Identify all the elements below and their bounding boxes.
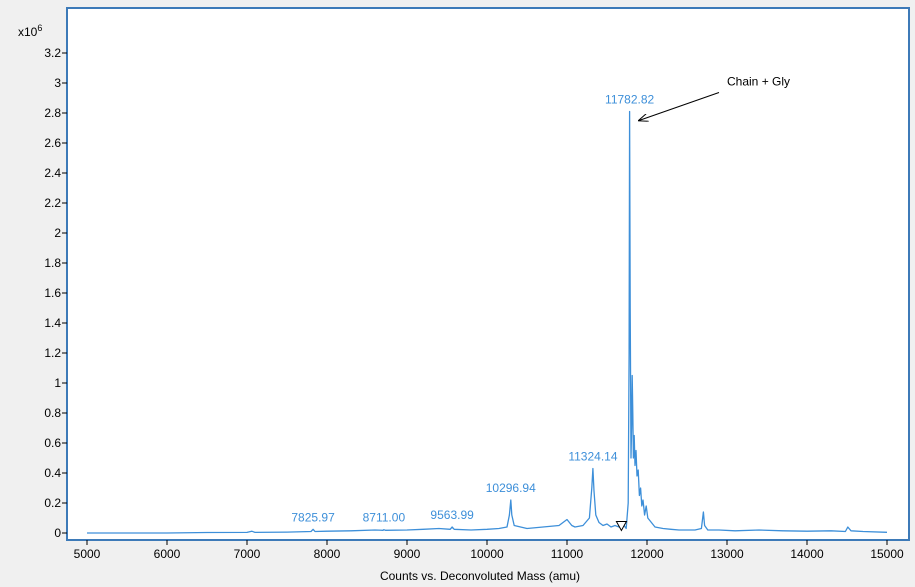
y-tick-label: 1.6 — [44, 286, 61, 300]
y-tick-label: 0.4 — [44, 466, 61, 480]
y-tick-label: 3 — [54, 76, 61, 90]
y-tick-label: 1.8 — [44, 256, 61, 270]
x-tick-label: 13000 — [710, 547, 744, 561]
x-tick-label: 14000 — [790, 547, 824, 561]
annotation-text: Chain + Gly — [727, 75, 790, 89]
x-tick-label: 5000 — [74, 547, 101, 561]
x-tick-label: 9000 — [394, 547, 421, 561]
x-tick-label: 6000 — [154, 547, 181, 561]
x-tick-label: 7000 — [234, 547, 261, 561]
y-tick-label: 1 — [54, 376, 61, 390]
x-tick-label: 8000 — [314, 547, 341, 561]
y-axis-multiplier-base: x10 — [18, 25, 38, 39]
y-tick-label: 2.8 — [44, 106, 61, 120]
series-layer — [87, 110, 888, 534]
y-tick-label: 0 — [54, 526, 61, 540]
y-axis-multiplier: x106 — [18, 23, 42, 39]
y-axis: 0 0.2 0.4 0.6 0.8 1 1.2 1.4 1.6 1.8 2 2.2 2.4 2.6 2.8 3… — [44, 46, 67, 540]
y-tick-label: 1.2 — [44, 346, 61, 360]
y-tick-label: 0.6 — [44, 436, 61, 450]
x-tick-label: 15000 — [870, 547, 904, 561]
y-tick-label: 2.4 — [44, 166, 61, 180]
x-axis-title: Counts vs. Deconvoluted Mass (amu) — [380, 569, 580, 583]
x-axis: 5000 6000 7000 8000 9000 10000 11000 12000 13000… — [74, 540, 904, 561]
peak-label: 10296.94 — [486, 481, 536, 495]
y-tick-label: 0.8 — [44, 406, 61, 420]
peak-label: 7825.97 — [291, 510, 335, 524]
peak-label: 9563.99 — [430, 508, 474, 522]
peak-label: 8711.00 — [363, 511, 406, 525]
x-tick-label: 11000 — [551, 547, 584, 561]
annotation-arrow — [639, 92, 720, 121]
open-triangle-marker — [615, 521, 628, 532]
y-tick-label: 2.2 — [44, 196, 61, 210]
y-axis-multiplier-exponent: 6 — [37, 23, 42, 33]
annotation: Chain + Gly — [615, 75, 790, 532]
y-tick-label: 0.2 — [44, 496, 61, 510]
x-tick-label: 12000 — [630, 547, 664, 561]
y-tick-label: 3.2 — [44, 46, 61, 60]
y-tick-label: 2 — [54, 226, 61, 240]
spectrum-line — [87, 110, 888, 534]
y-tick-label: 1.4 — [44, 316, 61, 330]
peak-labels: 7825.97 8711.00 9563.99 10296.94 11324.14 117… — [291, 93, 654, 525]
plot-area — [66, 7, 910, 541]
peak-label: 11782.82 — [605, 93, 654, 107]
x-tick-label: 10000 — [470, 547, 504, 561]
y-tick-label: 2.6 — [44, 136, 61, 150]
peak-label: 11324.14 — [568, 450, 617, 464]
